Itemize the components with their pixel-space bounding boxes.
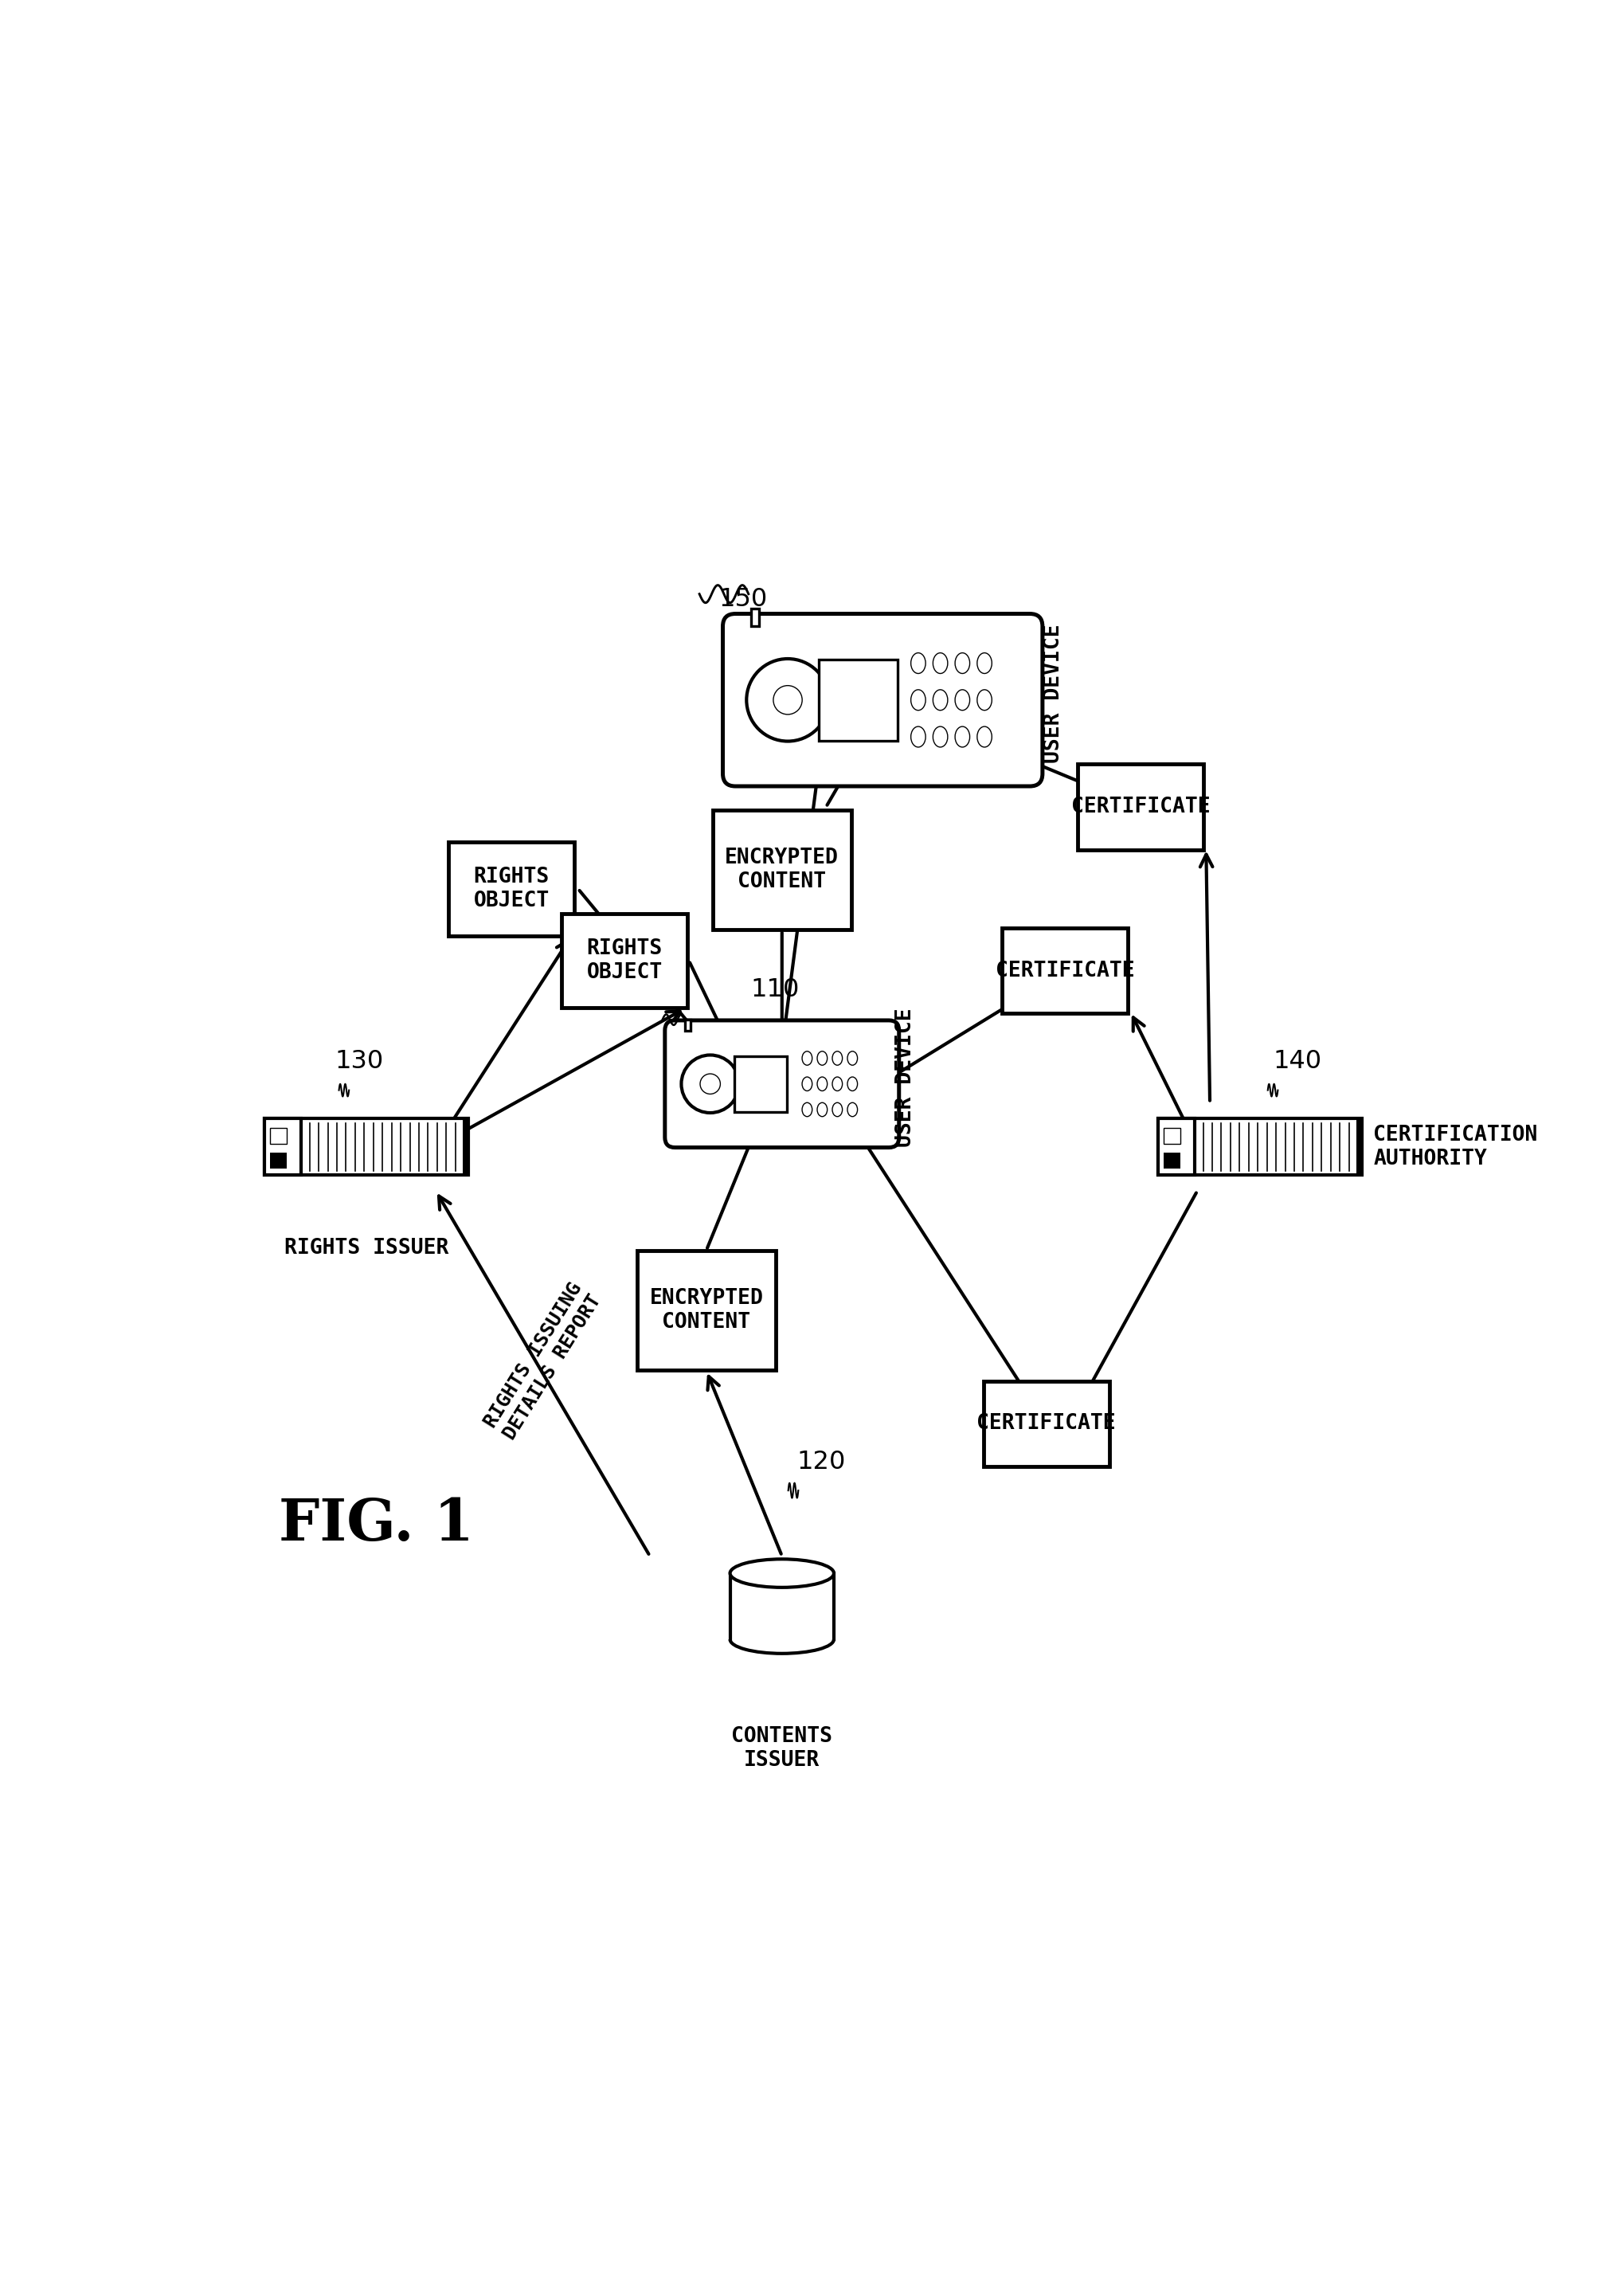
Ellipse shape <box>833 1104 843 1117</box>
Ellipse shape <box>932 690 948 711</box>
Text: CERTIFICATION
AUTHORITY: CERTIFICATION AUTHORITY <box>1374 1124 1538 1170</box>
Text: RIGHTS ISSUER: RIGHTS ISSUER <box>284 1238 448 1258</box>
Ellipse shape <box>848 1104 857 1117</box>
Bar <box>1164 1129 1181 1145</box>
Ellipse shape <box>848 1076 857 1090</box>
Ellipse shape <box>911 727 926 747</box>
Bar <box>734 1056 788 1113</box>
Text: USER DEVICE: USER DEVICE <box>895 1008 916 1147</box>
Ellipse shape <box>932 727 948 747</box>
Ellipse shape <box>978 690 992 711</box>
Ellipse shape <box>978 652 992 674</box>
Text: 140: 140 <box>1273 1049 1322 1074</box>
Text: 150: 150 <box>719 588 768 611</box>
Bar <box>562 913 687 1008</box>
Bar <box>270 1151 287 1167</box>
Text: USER DEVICE: USER DEVICE <box>1044 625 1064 763</box>
Ellipse shape <box>833 1076 843 1090</box>
Bar <box>1164 1151 1181 1167</box>
Bar <box>1002 929 1129 1013</box>
Ellipse shape <box>802 1076 812 1090</box>
Text: 130: 130 <box>335 1049 383 1074</box>
Ellipse shape <box>848 1051 857 1065</box>
Bar <box>1158 1120 1363 1174</box>
Text: FIG. 1: FIG. 1 <box>279 1497 474 1553</box>
Bar <box>750 609 758 627</box>
Bar <box>270 1129 287 1145</box>
Bar <box>984 1381 1109 1467</box>
Circle shape <box>682 1056 739 1113</box>
Text: CONTENTS
ISSUER: CONTENTS ISSUER <box>731 1726 833 1771</box>
Bar <box>448 843 575 936</box>
Ellipse shape <box>911 652 926 674</box>
Text: 110: 110 <box>750 977 799 1002</box>
Ellipse shape <box>817 1076 827 1090</box>
Bar <box>742 1574 822 1640</box>
Ellipse shape <box>955 690 970 711</box>
Bar <box>463 1120 469 1174</box>
Bar <box>637 1251 776 1369</box>
Ellipse shape <box>802 1104 812 1117</box>
Text: RIGHTS
OBJECT: RIGHTS OBJECT <box>586 938 663 983</box>
Ellipse shape <box>817 1104 827 1117</box>
Text: ENCRYPTED
CONTENT: ENCRYPTED CONTENT <box>650 1288 763 1333</box>
Text: CERTIFICATE: CERTIFICATE <box>996 961 1135 981</box>
Ellipse shape <box>911 690 926 711</box>
Bar <box>265 1120 469 1174</box>
Text: 120: 120 <box>797 1449 846 1474</box>
Bar <box>685 1020 690 1031</box>
Ellipse shape <box>978 727 992 747</box>
FancyBboxPatch shape <box>664 1020 900 1147</box>
Bar <box>265 1120 302 1174</box>
Circle shape <box>747 659 828 740</box>
Text: CERTIFICATE: CERTIFICATE <box>1072 797 1210 818</box>
Bar <box>713 811 851 929</box>
Ellipse shape <box>955 652 970 674</box>
Ellipse shape <box>955 727 970 747</box>
Text: RIGHTS
OBJECT: RIGHTS OBJECT <box>474 868 549 911</box>
Ellipse shape <box>802 1051 812 1065</box>
Bar <box>818 659 898 740</box>
Ellipse shape <box>731 1560 833 1587</box>
Text: ENCRYPTED
CONTENT: ENCRYPTED CONTENT <box>724 847 840 893</box>
Text: CERTIFICATE: CERTIFICATE <box>976 1413 1116 1433</box>
Bar <box>1078 765 1203 849</box>
Bar <box>1158 1120 1195 1174</box>
Circle shape <box>773 686 802 715</box>
Ellipse shape <box>817 1051 827 1065</box>
Ellipse shape <box>932 652 948 674</box>
FancyBboxPatch shape <box>723 613 1043 786</box>
Text: RIGHTS ISSUING
DETAILS REPORT: RIGHTS ISSUING DETAILS REPORT <box>481 1279 604 1442</box>
Bar <box>1356 1120 1363 1174</box>
Circle shape <box>700 1074 721 1095</box>
Ellipse shape <box>833 1051 843 1065</box>
